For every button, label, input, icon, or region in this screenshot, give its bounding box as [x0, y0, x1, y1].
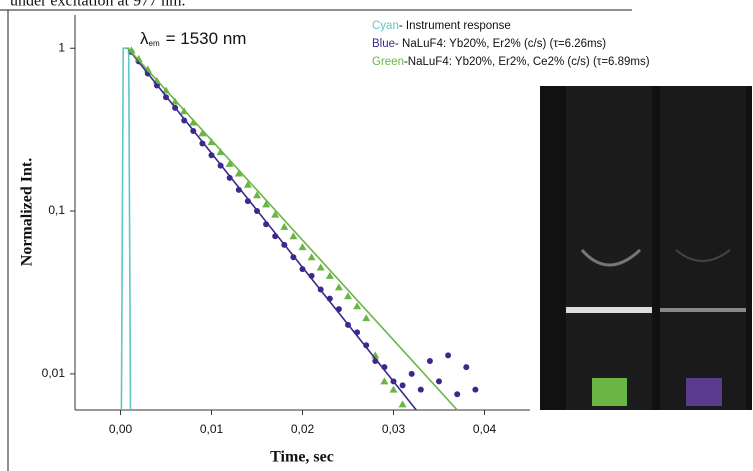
data-point — [472, 386, 479, 393]
data-point — [234, 169, 243, 177]
caption: under excitation at 977 nm. — [10, 0, 186, 10]
data-point — [208, 152, 215, 159]
data-point — [198, 129, 207, 137]
data-point — [298, 243, 307, 251]
data-point — [417, 386, 424, 393]
cuvette-2 — [660, 86, 746, 410]
data-point — [253, 191, 261, 199]
data-point — [362, 314, 371, 322]
fit-line — [127, 47, 417, 411]
annotation-subscript: em — [149, 39, 160, 48]
x-tick-label: 0,03 — [382, 422, 406, 436]
data-point — [127, 46, 136, 54]
data-point — [299, 266, 306, 273]
data-point — [199, 140, 206, 147]
x-tick-label: 0,00 — [109, 422, 133, 436]
data-point — [225, 159, 234, 167]
data-point — [280, 222, 289, 230]
data-point — [307, 253, 316, 261]
meniscus-2 — [675, 249, 731, 262]
x-tick-label: 0,01 — [200, 422, 224, 436]
y-tick-label: 1 — [58, 40, 65, 54]
cuvette-1 — [566, 86, 652, 410]
fit-line — [120, 47, 132, 411]
data-point — [445, 352, 452, 359]
data-point — [408, 370, 415, 377]
emission-band-1 — [566, 307, 652, 313]
legend-text: - NaLuF4: Yb20%, Er2% (c/s) (τ=6.26ms) — [395, 38, 606, 50]
data-point — [243, 180, 252, 188]
data-point — [363, 342, 370, 349]
data-point — [344, 292, 352, 300]
photo — [540, 86, 752, 410]
annotation: λem = 1530 nm — [140, 29, 246, 48]
data-point — [454, 391, 461, 398]
fit-line — [127, 47, 458, 411]
legend-entry: Cyan- Instrument response — [372, 20, 511, 32]
green-marker — [592, 378, 627, 406]
emission-band-2 — [660, 308, 746, 312]
y-axis-title: Normalized Int. — [19, 158, 36, 266]
purple-marker — [686, 378, 722, 406]
legend-text: - Instrument response — [399, 20, 511, 32]
x-axis-title: Time, sec — [270, 449, 334, 466]
x-tick-label: 0,02 — [291, 422, 315, 436]
y-tick-label: 0,1 — [48, 203, 65, 217]
data-point — [271, 210, 280, 218]
data-point — [436, 378, 442, 385]
data-point — [399, 382, 406, 389]
data-point — [189, 118, 198, 126]
legend-text: -NaLuF4: Yb20%, Er2%, Ce2% (c/s) (τ=6.89… — [404, 56, 650, 68]
data-point — [463, 364, 470, 371]
annotation-text: = 1530 nm — [166, 29, 247, 48]
legend-prefix: Blue — [372, 38, 395, 50]
data-point — [398, 400, 407, 408]
legend-entry: Green-NaLuF4: Yb20%, Er2%, Ce2% (c/s) (τ… — [372, 56, 650, 68]
data-point — [289, 232, 298, 240]
data-point — [226, 174, 233, 181]
legend-prefix: Green — [372, 56, 404, 68]
data-point — [325, 271, 334, 279]
data-point — [262, 200, 271, 208]
data-point — [380, 377, 389, 385]
data-point — [389, 385, 398, 393]
data-point — [353, 302, 362, 310]
legend-entry: Blue- NaLuF4: Yb20%, Er2% (c/s) (τ=6.26m… — [372, 38, 606, 50]
meniscus-1 — [580, 248, 642, 267]
data-point — [316, 263, 325, 271]
legend-prefix: Cyan — [372, 20, 399, 32]
y-tick-label: 0,01 — [42, 366, 66, 380]
x-tick-label: 0,04 — [473, 422, 497, 436]
data-point — [334, 283, 343, 291]
annotation-symbol: λ — [140, 29, 149, 48]
data-point — [426, 357, 433, 364]
